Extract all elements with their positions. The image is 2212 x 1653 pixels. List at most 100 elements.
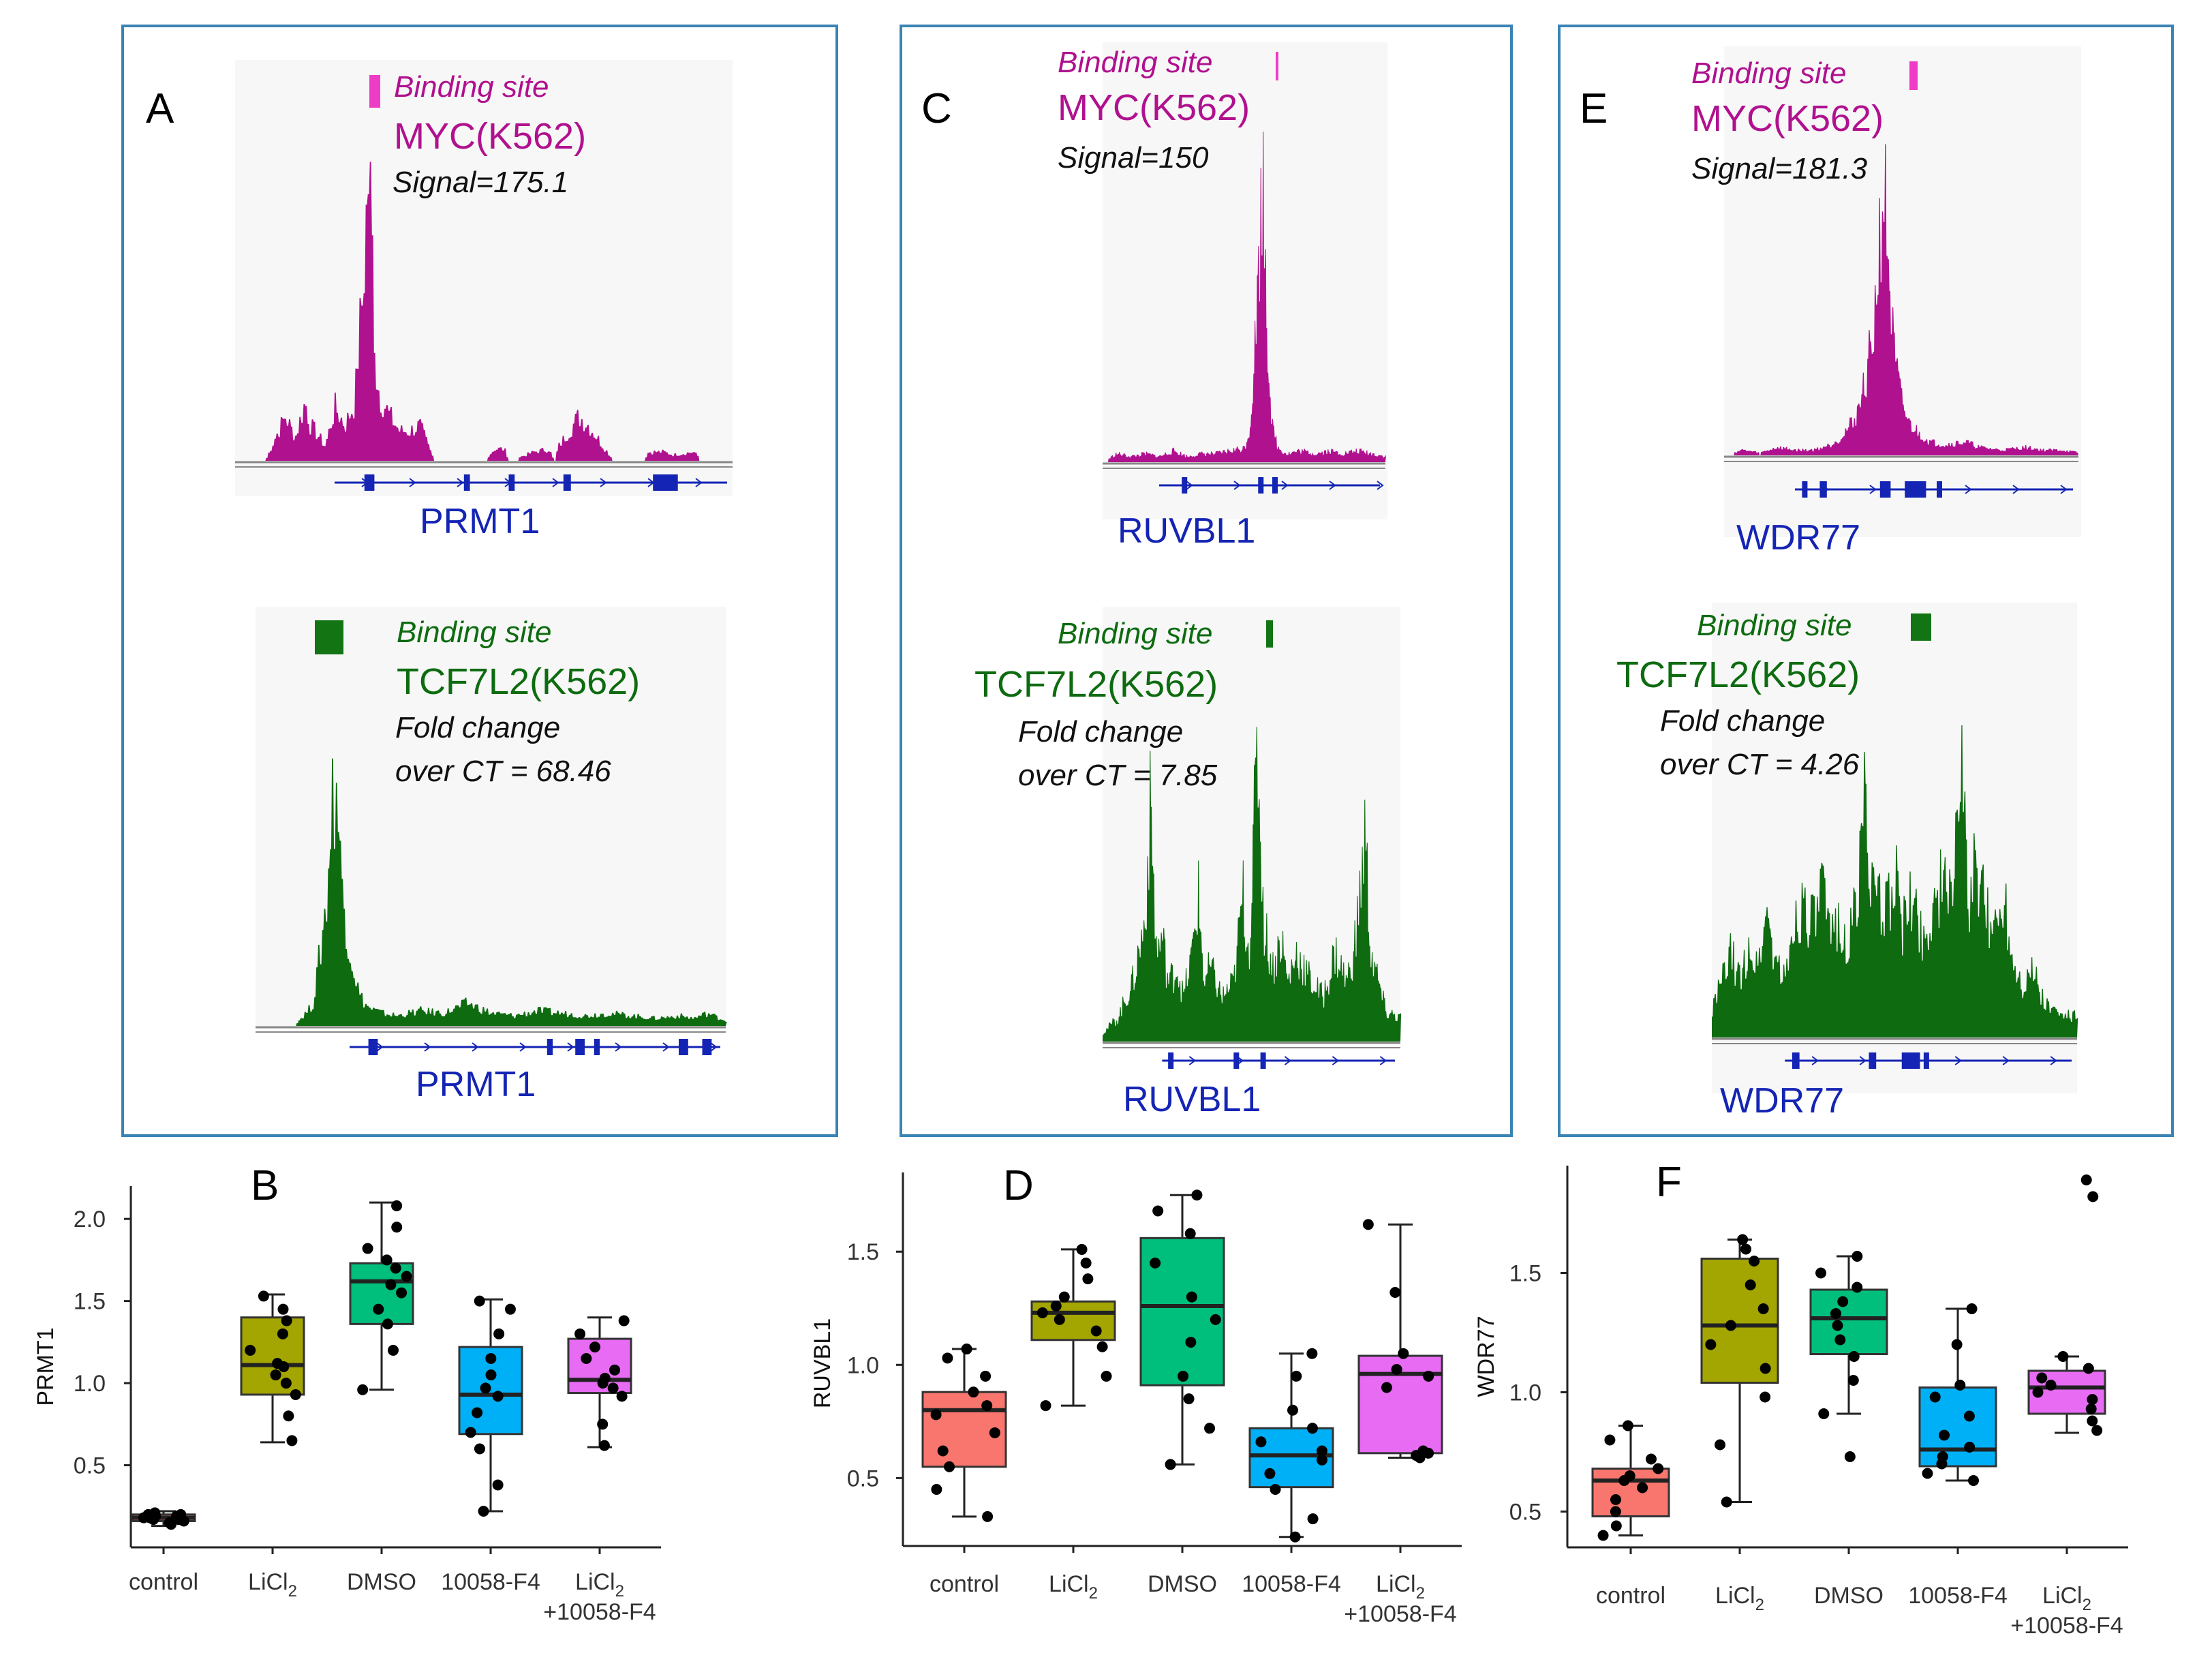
data-point — [982, 1511, 994, 1522]
data-point — [1715, 1439, 1726, 1451]
data-point — [1818, 1408, 1830, 1419]
data-point — [1040, 1400, 1051, 1412]
track-A-MYC: Binding site MYC(K562) Signal=175.1 PRMT1 — [235, 60, 734, 541]
data-point — [1398, 1348, 1409, 1359]
x-tick-label: LiCl2 — [1049, 1571, 1098, 1603]
data-point — [931, 1483, 942, 1495]
data-point — [391, 1222, 403, 1233]
binding-site-marker — [315, 620, 343, 654]
panel-frame-C — [900, 25, 1513, 1137]
gene-name: RUVBL1 — [1118, 511, 1255, 551]
box-DMSO — [1139, 1189, 1225, 1470]
box-control — [1591, 1420, 1670, 1541]
data-point — [2085, 1404, 2097, 1414]
box-LiCl2+10058-F4 — [567, 1315, 632, 1451]
strand-arrow — [409, 478, 416, 487]
strand-arrow — [1332, 1056, 1340, 1065]
data-point — [280, 1378, 292, 1389]
gene-exon — [679, 1039, 688, 1055]
data-point — [2087, 1191, 2099, 1202]
data-point — [396, 1287, 408, 1299]
data-point — [290, 1389, 301, 1400]
strand-arrow — [472, 1042, 479, 1052]
panel-frame-A — [121, 25, 838, 1137]
gene-exon — [1819, 481, 1827, 498]
label-subscript: 2 — [615, 1582, 624, 1601]
strand-arrow — [710, 1042, 718, 1052]
data-point — [480, 1382, 491, 1394]
track-background — [1103, 42, 1387, 519]
data-point — [286, 1435, 298, 1446]
x-tick-label: DMSO — [1814, 1583, 1884, 1609]
data-point — [401, 1271, 412, 1282]
data-point — [1186, 1291, 1197, 1303]
track-E-MYC: Binding site MYC(K562) Signal=181.3 WDR77 — [1691, 46, 2081, 558]
strand-arrow — [1233, 481, 1241, 490]
data-point — [283, 1410, 294, 1422]
data-point — [1178, 1370, 1189, 1382]
data-point — [492, 1391, 504, 1402]
data-point — [1624, 1470, 1635, 1481]
gene-name: RUVBL1 — [1123, 1080, 1261, 1119]
data-point — [2087, 1394, 2098, 1405]
data-point — [930, 1409, 942, 1421]
panel-letter: E — [1580, 85, 1608, 132]
panel-frame-E — [1558, 25, 2174, 1137]
box-iqr — [1700, 1258, 1779, 1384]
factor-label: MYC(K562) — [1691, 98, 1884, 139]
data-point — [492, 1479, 504, 1491]
strand-arrow — [1329, 481, 1336, 490]
label-text: LiCl — [2042, 1583, 2083, 1609]
data-point — [1054, 1314, 1065, 1325]
y-tick-label: 1.0 — [847, 1352, 879, 1378]
data-point — [598, 1440, 610, 1451]
label-subscript: 2 — [288, 1582, 297, 1601]
data-point — [485, 1369, 497, 1381]
data-point — [504, 1303, 516, 1315]
x-tick-label: control — [1596, 1583, 1665, 1609]
factor-label: MYC(K562) — [394, 116, 586, 157]
strand-arrow — [2012, 485, 2020, 494]
data-point — [1760, 1391, 1771, 1403]
data-point — [961, 1344, 972, 1355]
data-point — [1705, 1339, 1717, 1350]
factor-label: TCF7L2(K562) — [974, 664, 1218, 705]
data-point — [2083, 1363, 2094, 1374]
data-point — [1967, 1475, 1979, 1486]
gene-exon — [364, 474, 375, 491]
gene-exon — [1258, 477, 1264, 494]
data-point — [609, 1364, 621, 1376]
strand-arrow — [1377, 481, 1384, 490]
data-point — [1287, 1404, 1298, 1416]
signal-stat: over CT = 68.46 — [395, 755, 611, 788]
data-point — [2080, 1174, 2092, 1185]
data-point — [1291, 1370, 1302, 1382]
data-point — [574, 1328, 586, 1339]
y-tick-label: 1.5 — [847, 1239, 879, 1265]
gene-name: WDR77 — [1736, 518, 1860, 558]
gene-exon — [1879, 481, 1891, 498]
label-text: LiCl — [1715, 1583, 1755, 1609]
data-point — [1423, 1370, 1434, 1382]
strand-arrow — [1186, 481, 1193, 490]
data-point — [1316, 1445, 1327, 1457]
x-tick-label: DMSO — [347, 1569, 416, 1595]
data-point — [2032, 1386, 2044, 1398]
data-point — [1076, 1243, 1088, 1255]
signal-stat: Signal=181.3 — [1691, 152, 1868, 185]
x-tick-label: LiCl2 — [1376, 1571, 1425, 1603]
strand-arrow — [615, 1042, 622, 1052]
data-point — [1191, 1189, 1203, 1201]
strand-arrow — [1954, 1056, 1962, 1065]
data-point — [2087, 1415, 2098, 1427]
y-tick-label: 1.5 — [1509, 1261, 1541, 1287]
data-point — [944, 1461, 955, 1472]
data-point — [1165, 1459, 1176, 1470]
strand-arrow — [695, 478, 703, 487]
data-point — [1184, 1228, 1196, 1239]
strand-arrow — [1379, 1056, 1387, 1065]
strand-arrow — [2050, 1056, 2057, 1065]
strand-arrow — [567, 1042, 574, 1052]
box-iqr — [1809, 1288, 1888, 1355]
